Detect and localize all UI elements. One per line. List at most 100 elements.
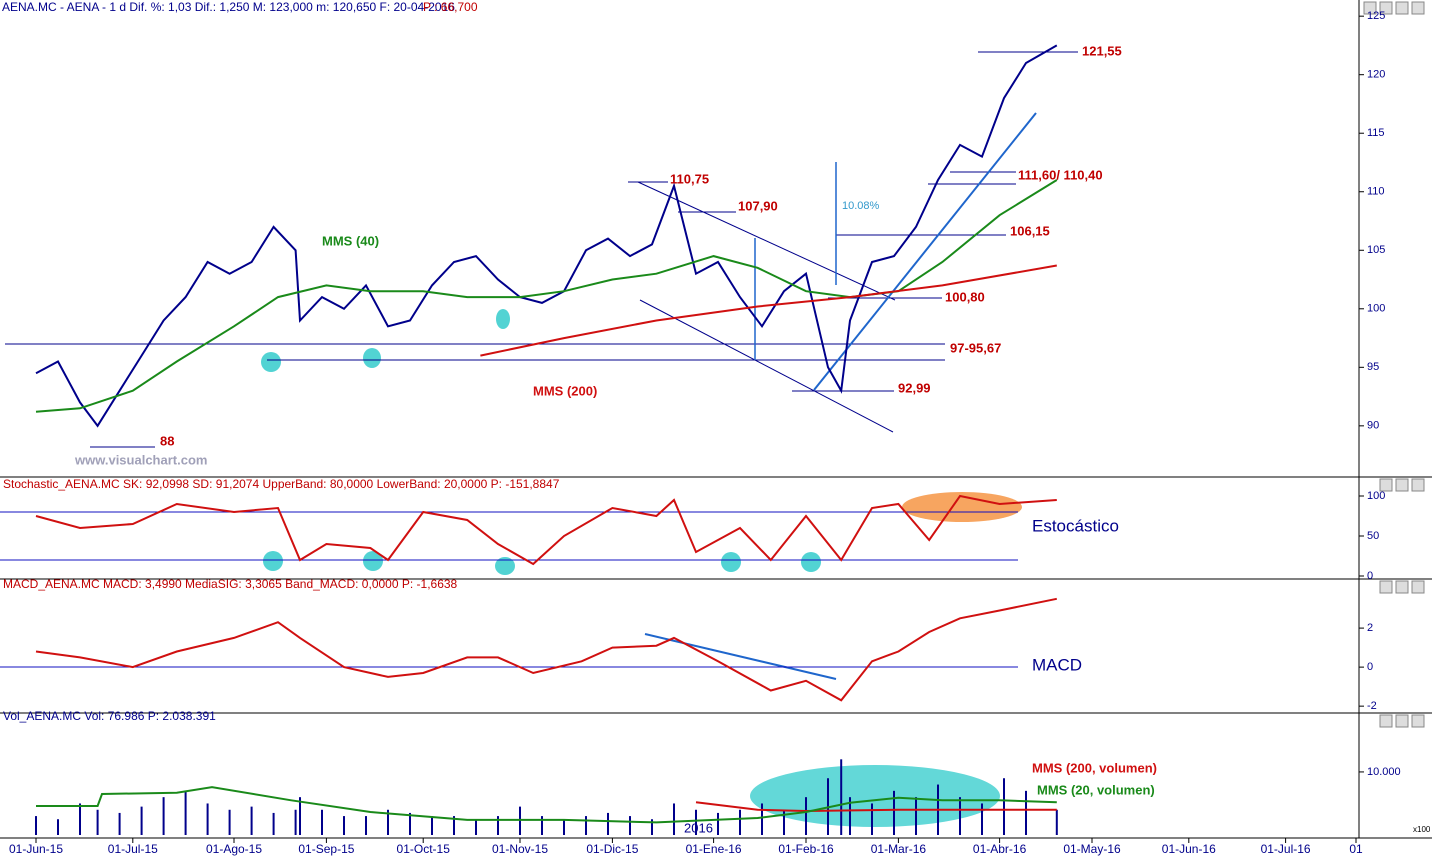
y-tick-label: 125 <box>1367 10 1385 22</box>
volume-bar <box>365 816 367 835</box>
button[interactable] <box>1379 580 1393 594</box>
panel-title: Vol_AENA.MC Vol: 76.986 P: 2.038.391 <box>3 709 216 723</box>
x-tick-label: 01-Jun-16 <box>1162 842 1216 856</box>
y-tick-label: 2 <box>1367 622 1373 634</box>
x-tick-label: 01-Dic-15 <box>586 842 638 856</box>
y-tick-label: 120 <box>1367 69 1385 81</box>
button[interactable] <box>1411 478 1425 492</box>
x-tick-label: 01 <box>1349 842 1363 856</box>
chart-title: AENA.MC - AENA - 1 d Dif. %: 1,03 Dif.: … <box>2 0 455 14</box>
series-line <box>35 494 1057 566</box>
volume-bar <box>981 803 983 835</box>
button[interactable] <box>1395 580 1409 594</box>
volume-bar <box>585 816 587 835</box>
series-line <box>480 264 1057 357</box>
y-tick-label: 95 <box>1367 361 1379 373</box>
x-tick-label: 01-May-16 <box>1063 842 1121 856</box>
volume-bar <box>343 816 345 835</box>
panel-frames <box>0 0 1432 839</box>
annotation: 100,80 <box>945 289 985 304</box>
annotation: 10.08% <box>842 200 880 212</box>
button[interactable] <box>1379 714 1393 728</box>
annotation: 92,99 <box>898 380 931 395</box>
highlight <box>801 552 821 572</box>
volume-bar <box>783 809 785 835</box>
volume-bar <box>250 806 253 835</box>
highlight <box>721 552 741 572</box>
volume-bar <box>563 819 565 835</box>
button[interactable] <box>1395 1 1409 15</box>
volume-bar <box>118 812 121 835</box>
x-tick-label: 01-Jun-15 <box>9 842 63 856</box>
volume-bar <box>79 803 81 835</box>
series-label: MMS (20, volumen) <box>1037 782 1155 797</box>
volume-bar <box>1055 809 1058 835</box>
highlight <box>261 352 281 372</box>
volume-bar <box>228 809 231 835</box>
annotation: 106,15 <box>1010 223 1050 238</box>
chart-subtitle: P : 66,700 <box>423 0 478 14</box>
volume-bar <box>695 809 697 835</box>
volume-bar <box>35 816 37 835</box>
series-line <box>35 597 1058 702</box>
x-tick-label: 01-Ene-16 <box>686 842 742 856</box>
volume-bar <box>651 819 653 835</box>
x-tick-label: 01-Feb-16 <box>778 842 834 856</box>
highlight <box>263 551 283 571</box>
panel-label: Estocástico <box>1032 516 1119 535</box>
x-tick-label: 01-Jul-16 <box>1261 842 1311 856</box>
volume-bar <box>387 809 389 835</box>
volume-bar <box>206 803 209 835</box>
highlight <box>902 492 1022 522</box>
series-line <box>36 786 1057 824</box>
volume-bar <box>739 809 741 835</box>
button[interactable] <box>1411 1 1425 15</box>
button[interactable] <box>1395 478 1409 492</box>
year-label: 2016 <box>684 820 713 835</box>
x-tick-label: 01-Jul-15 <box>108 842 158 856</box>
annotation: 107,90 <box>738 198 778 213</box>
annotation: 97-95,67 <box>950 340 1001 355</box>
annotation: 88 <box>160 433 174 448</box>
button[interactable] <box>1363 1 1377 15</box>
annotation: www.visualchart.com <box>74 452 207 467</box>
panel-label: MACD <box>1032 655 1082 674</box>
highlight <box>750 765 1000 827</box>
button[interactable] <box>1379 478 1393 492</box>
x-tick-label: 01-Abr-16 <box>973 842 1027 856</box>
y-tick-label: 100 <box>1367 303 1385 315</box>
volume-bar <box>475 819 477 835</box>
y-tick-label: 90 <box>1367 420 1379 432</box>
unit-label: x100 <box>1413 825 1431 834</box>
volume-bar <box>541 816 543 835</box>
volume-bar <box>299 797 301 835</box>
volume-bar <box>893 790 895 835</box>
button[interactable] <box>1395 714 1409 728</box>
volume-bar <box>871 803 873 835</box>
volume-bar <box>805 797 807 835</box>
volume-bar <box>272 812 275 835</box>
button[interactable] <box>1379 1 1393 15</box>
y-tick-label: 50 <box>1367 530 1379 542</box>
volume-bar <box>717 812 719 835</box>
x-tick-label: 01-Ago-15 <box>206 842 262 856</box>
volume-bar <box>321 809 323 835</box>
volume-bar <box>1025 790 1027 835</box>
data-layer: 01-Jun-15 01-Jul-15 01-Ago-15 01-Sep-15 01-O… <box>0 10 1401 856</box>
button[interactable] <box>1411 714 1425 728</box>
y-tick-label: 100 <box>1367 490 1385 502</box>
volume-bar <box>96 809 99 835</box>
highlight <box>363 551 383 571</box>
trend-line <box>813 112 1037 391</box>
x-tick-label: 01-Sep-15 <box>298 842 354 856</box>
button[interactable] <box>1411 580 1425 594</box>
panel-buttons <box>1363 1 1425 728</box>
annotation: 111,60/ 110,40 <box>1018 167 1103 182</box>
volume-bar <box>629 816 631 835</box>
volume-bar <box>959 797 961 835</box>
series-label: MMS (40) <box>322 233 379 248</box>
y-tick-label: 110 <box>1367 186 1385 198</box>
panel-title: Stochastic_AENA.MC SK: 92,0998 SD: 91,20… <box>3 477 560 491</box>
volume-bar <box>184 790 187 835</box>
